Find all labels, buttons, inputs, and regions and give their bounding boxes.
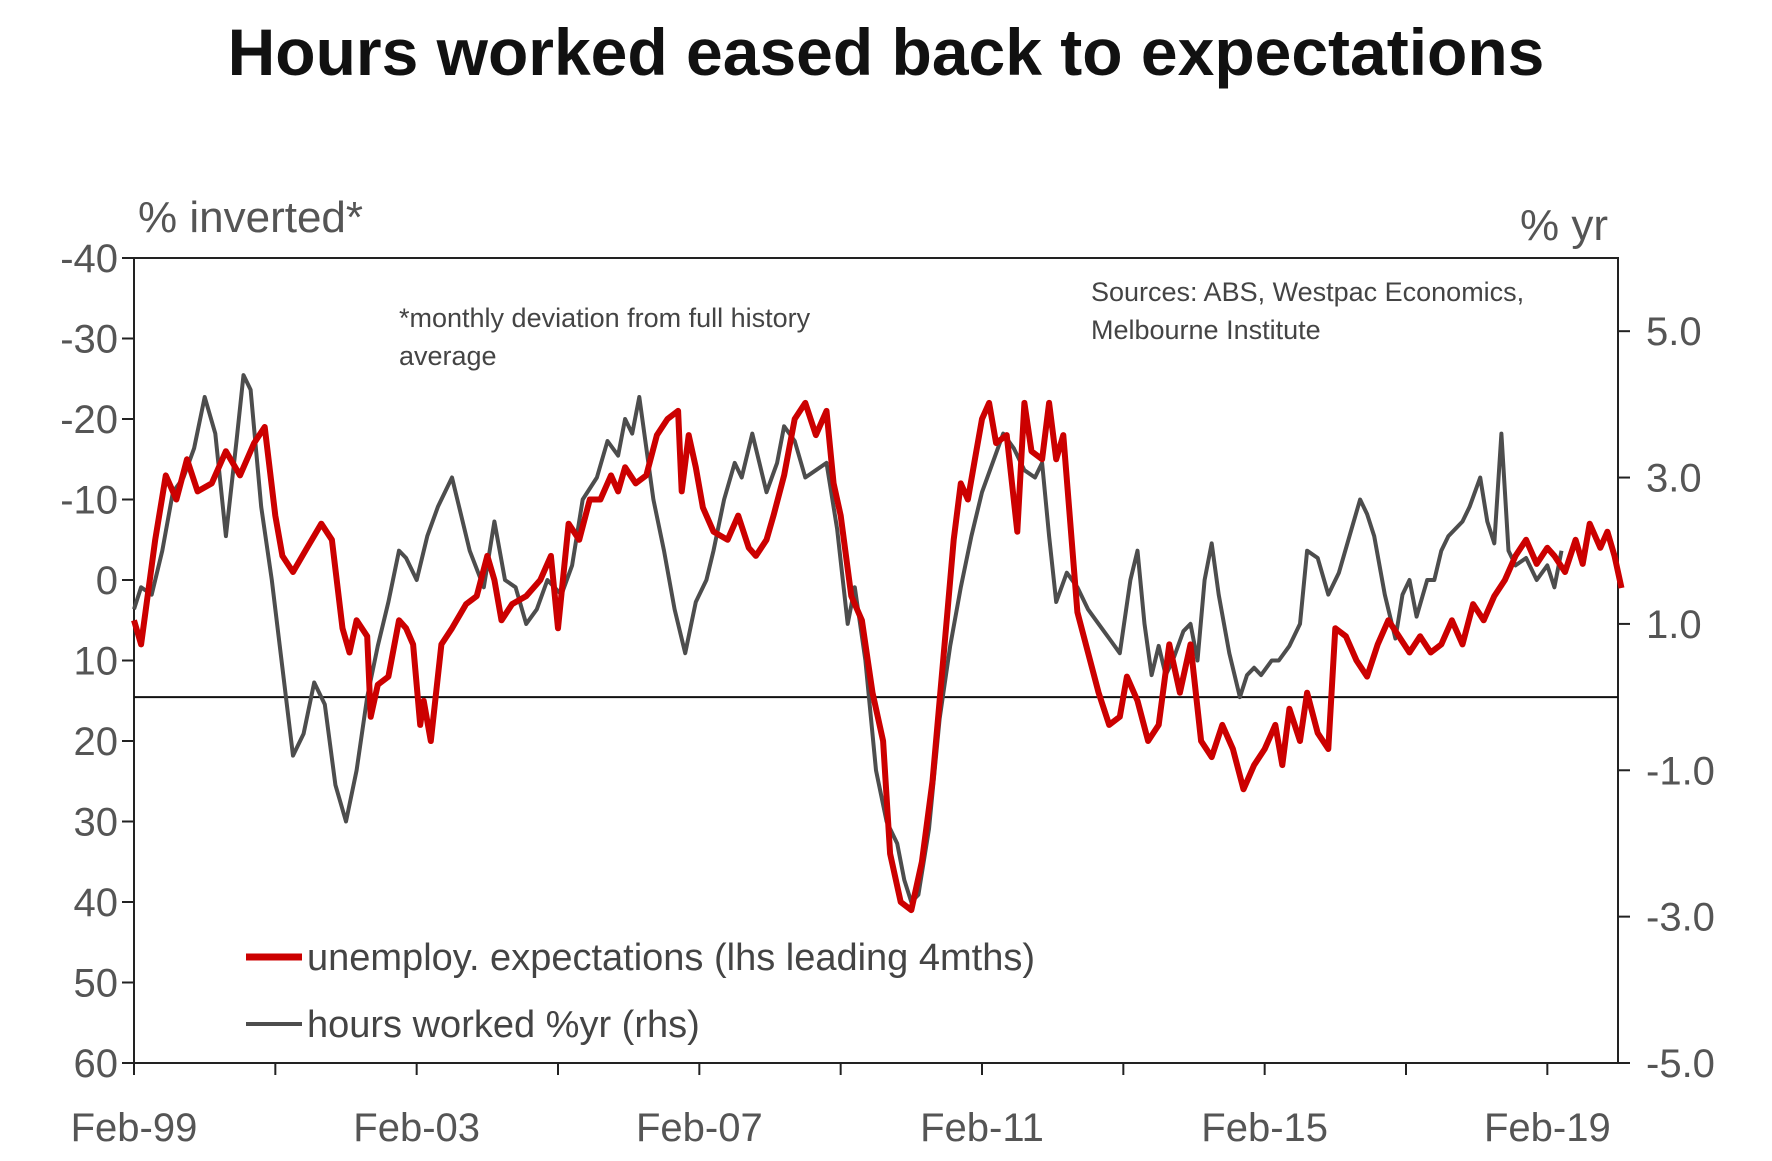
- left-tick-label: 0: [96, 559, 118, 603]
- right-tick-label: -3.0: [1646, 896, 1715, 940]
- left-tick-label: -40: [60, 237, 118, 281]
- x-tick-label: Feb-07: [636, 1106, 763, 1150]
- left-tick-label: -20: [60, 398, 118, 442]
- right-tick-label: 5.0: [1646, 310, 1702, 354]
- x-tick-label: Feb-11: [920, 1106, 1044, 1150]
- x-tick-label: Feb-15: [1201, 1106, 1328, 1150]
- right-tick-label: -5.0: [1646, 1042, 1715, 1086]
- legend-label-unemploy-expectations: unemploy. expectations (lhs leading 4mth…: [307, 937, 1035, 979]
- x-tick-label: Feb-19: [1484, 1106, 1611, 1150]
- series-layer: [131, 373, 1625, 914]
- x-tick-label: Feb-03: [353, 1106, 480, 1150]
- source-line-1: Sources: ABS, Westpac Economics,: [1091, 277, 1524, 307]
- left-tick-label: 40: [74, 881, 119, 925]
- series-line-hours-worked: [132, 373, 1564, 904]
- right-axis-label: % yr: [1520, 201, 1608, 250]
- chart-title: Hours worked eased back to expectations: [227, 15, 1545, 89]
- left-axis-label: % inverted*: [138, 193, 363, 242]
- left-tick-label: 30: [74, 801, 119, 845]
- left-tick-label: 60: [74, 1042, 119, 1086]
- left-tick-label: -30: [60, 318, 118, 362]
- right-tick-label: -1.0: [1646, 749, 1715, 793]
- right-tick-label: 3.0: [1646, 457, 1702, 501]
- series-line-unemploy-expectations: [131, 399, 1625, 914]
- source-line-2: Melbourne Institute: [1091, 315, 1321, 345]
- left-tick-label: 50: [74, 962, 119, 1006]
- footnote-line-2: average: [399, 341, 497, 371]
- footnote-line-1: *monthly deviation from full history: [399, 303, 811, 333]
- legend-label-hours-worked: hours worked %yr (rhs): [307, 1004, 700, 1046]
- left-tick-label: 10: [74, 640, 119, 684]
- x-tick-label: Feb-99: [71, 1106, 198, 1150]
- axes: -40 -30 -20 -10 0 10 20 30 40 50 60 5.0 3.0 1.0 -1.0 -3…: [60, 237, 1715, 1150]
- right-tick-label: 1.0: [1646, 603, 1702, 647]
- left-tick-label: -10: [60, 479, 118, 523]
- legend: unemploy. expectations (lhs leading 4mth…: [246, 937, 1035, 1046]
- left-tick-label: 20: [74, 720, 119, 764]
